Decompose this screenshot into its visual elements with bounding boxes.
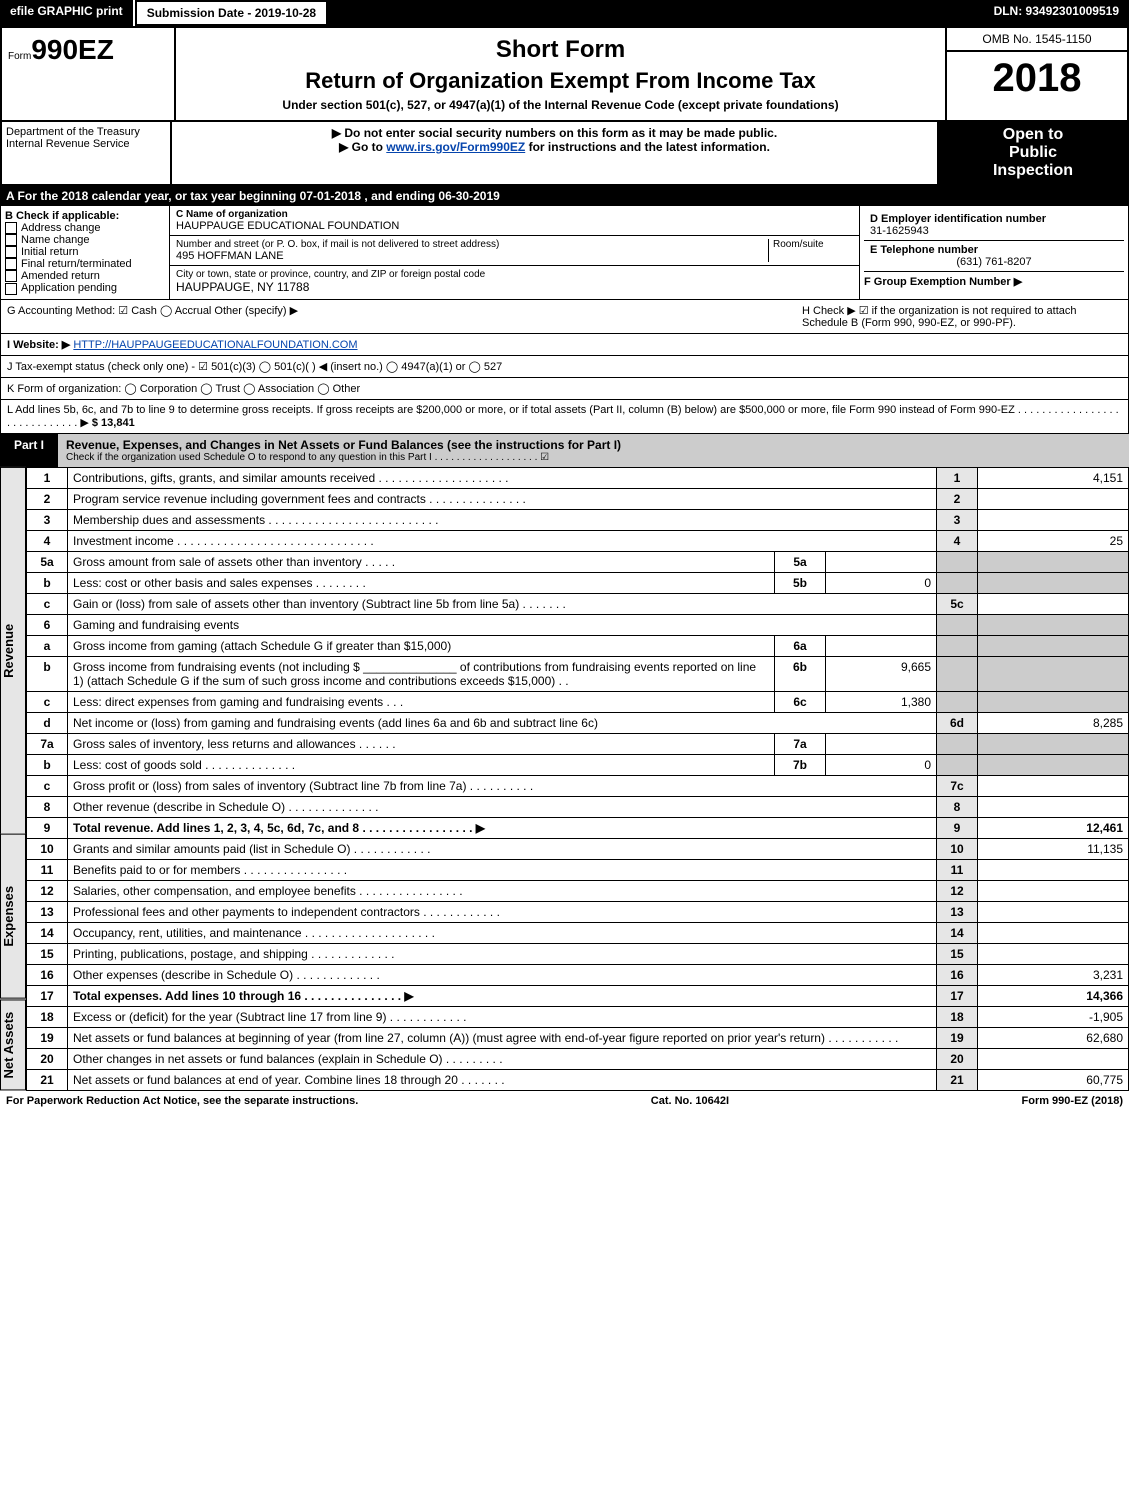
part-i-sub: Check if the organization used Schedule … bbox=[66, 452, 1121, 463]
tax-exempt-status: J Tax-exempt status (check only one) - ☑… bbox=[0, 356, 1129, 378]
part-i-title: Revenue, Expenses, and Changes in Net As… bbox=[66, 438, 1121, 452]
form-line: bLess: cost of goods sold . . . . . . . … bbox=[27, 754, 1129, 775]
omb-number: OMB No. 1545-1150 bbox=[947, 28, 1127, 52]
address-label: Number and street (or P. O. box, if mail… bbox=[176, 239, 768, 250]
form-line: 15Printing, publications, postage, and s… bbox=[27, 943, 1129, 964]
submission-date: Submission Date - 2019-10-28 bbox=[135, 0, 328, 26]
expenses-section-label: Expenses bbox=[0, 834, 26, 999]
form-line: bLess: cost or other basis and sales exp… bbox=[27, 572, 1129, 593]
box-d-label: D Employer identification number bbox=[870, 213, 1118, 225]
form-line: 9Total revenue. Add lines 1, 2, 3, 4, 5c… bbox=[27, 817, 1129, 838]
footer-center: Cat. No. 10642I bbox=[651, 1095, 729, 1107]
form-line: cLess: direct expenses from gaming and f… bbox=[27, 691, 1129, 712]
form-line: 8Other revenue (describe in Schedule O) … bbox=[27, 796, 1129, 817]
ssn-warning: ▶ Do not enter social security numbers o… bbox=[176, 126, 933, 140]
irs-link[interactable]: www.irs.gov/Form990EZ bbox=[386, 140, 525, 154]
form-line: 20Other changes in net assets or fund ba… bbox=[27, 1048, 1129, 1069]
department-row: Department of the Treasury Internal Reve… bbox=[0, 122, 1129, 186]
netassets-section-label: Net Assets bbox=[0, 999, 26, 1090]
website-link[interactable]: HTTP://HAUPPAUGEEDUCATIONALFOUNDATION.CO… bbox=[73, 339, 357, 351]
form-line: 19Net assets or fund balances at beginni… bbox=[27, 1027, 1129, 1048]
checkbox-item: Final return/terminated bbox=[5, 258, 165, 270]
form-line: 6Gaming and fundraising events bbox=[27, 614, 1129, 635]
form-line: 5aGross amount from sale of assets other… bbox=[27, 551, 1129, 572]
instructions-link-line: ▶ Go to www.irs.gov/Form990EZ for instru… bbox=[176, 140, 933, 154]
checkbox-item: Address change bbox=[5, 222, 165, 234]
form-line: 2Program service revenue including gover… bbox=[27, 488, 1129, 509]
checkbox-item: Application pending bbox=[5, 282, 165, 294]
room-suite: Room/suite bbox=[768, 239, 853, 262]
checkbox-item: Amended return bbox=[5, 270, 165, 282]
form-line: 4Investment income . . . . . . . . . . .… bbox=[27, 530, 1129, 551]
form-prefix: Form bbox=[8, 51, 31, 62]
form-line: 14Occupancy, rent, utilities, and mainte… bbox=[27, 922, 1129, 943]
form-line: cGross profit or (loss) from sales of in… bbox=[27, 775, 1129, 796]
dln: DLN: 93492301009519 bbox=[984, 0, 1129, 26]
form-line: 7aGross sales of inventory, less returns… bbox=[27, 733, 1129, 754]
ein: 31-1625943 bbox=[870, 225, 1118, 237]
main-title: Return of Organization Exempt From Incom… bbox=[184, 68, 937, 94]
form-number: 990EZ bbox=[31, 34, 114, 65]
form-line: bGross income from fundraising events (n… bbox=[27, 656, 1129, 691]
box-c-label: C Name of organization bbox=[176, 209, 853, 220]
part-i-tab: Part I bbox=[0, 434, 58, 467]
lines-table: 1Contributions, gifts, grants, and simil… bbox=[26, 467, 1129, 1091]
form-line: aGross income from gaming (attach Schedu… bbox=[27, 635, 1129, 656]
topbar: efile GRAPHIC print Submission Date - 20… bbox=[0, 0, 1129, 26]
form-header: Form990EZ Short Form Return of Organizat… bbox=[0, 26, 1129, 122]
row-l: L Add lines 5b, 6c, and 7b to line 9 to … bbox=[0, 400, 1129, 434]
website-row: I Website: ▶ HTTP://HAUPPAUGEEDUCATIONAL… bbox=[0, 334, 1129, 356]
efile-label: efile GRAPHIC print bbox=[0, 0, 135, 26]
form-line: cGain or (loss) from sale of assets othe… bbox=[27, 593, 1129, 614]
checkbox-item: Name change bbox=[5, 234, 165, 246]
form-of-organization: K Form of organization: ◯ Corporation ◯ … bbox=[0, 378, 1129, 400]
form-line: 16Other expenses (describe in Schedule O… bbox=[27, 964, 1129, 985]
form-line: 21Net assets or fund balances at end of … bbox=[27, 1069, 1129, 1090]
page-footer: For Paperwork Reduction Act Notice, see … bbox=[0, 1091, 1129, 1111]
form-line: 18Excess or (deficit) for the year (Subt… bbox=[27, 1006, 1129, 1027]
street-address: 495 HOFFMAN LANE bbox=[176, 250, 768, 262]
checkbox-item: Initial return bbox=[5, 246, 165, 258]
telephone: (631) 761-8207 bbox=[870, 256, 1118, 268]
dept-treasury: Department of the Treasury bbox=[6, 126, 166, 138]
form-line: 1Contributions, gifts, grants, and simil… bbox=[27, 467, 1129, 488]
check-h: H Check ▶ ☑ if the organization is not r… bbox=[802, 304, 1122, 329]
city-label: City or town, state or province, country… bbox=[176, 269, 853, 280]
header-subtext: Under section 501(c), 527, or 4947(a)(1)… bbox=[184, 98, 937, 112]
footer-left: For Paperwork Reduction Act Notice, see … bbox=[6, 1095, 358, 1107]
form-line: 11Benefits paid to or for members . . . … bbox=[27, 859, 1129, 880]
row-a: A For the 2018 calendar year, or tax yea… bbox=[0, 186, 1129, 206]
org-info-block: B Check if applicable: Address changeNam… bbox=[0, 206, 1129, 300]
form-line: 10Grants and similar amounts paid (list … bbox=[27, 838, 1129, 859]
city-state-zip: HAUPPAUGE, NY 11788 bbox=[176, 280, 853, 294]
short-form-title: Short Form bbox=[184, 36, 937, 64]
footer-right: Form 990-EZ (2018) bbox=[1022, 1095, 1123, 1107]
irs-label: Internal Revenue Service bbox=[6, 138, 166, 150]
open-to: Open to bbox=[943, 126, 1123, 144]
form-line: 17Total expenses. Add lines 10 through 1… bbox=[27, 985, 1129, 1006]
part-i-header: Part I Revenue, Expenses, and Changes in… bbox=[0, 434, 1129, 467]
form-line: 12Salaries, other compensation, and empl… bbox=[27, 880, 1129, 901]
public: Public bbox=[943, 144, 1123, 162]
revenue-section-label: Revenue bbox=[0, 467, 26, 835]
form-line: dNet income or (loss) from gaming and fu… bbox=[27, 712, 1129, 733]
form-line: 13Professional fees and other payments t… bbox=[27, 901, 1129, 922]
box-f-label: F Group Exemption Number ▶ bbox=[864, 276, 1022, 288]
inspection: Inspection bbox=[943, 162, 1123, 180]
tax-year: 2018 bbox=[947, 52, 1127, 105]
box-b-title: B Check if applicable: bbox=[5, 210, 165, 222]
accounting-method: G Accounting Method: ☑ Cash ◯ Accrual Ot… bbox=[7, 304, 298, 329]
form-line: 3Membership dues and assessments . . . .… bbox=[27, 509, 1129, 530]
org-name: HAUPPAUGE EDUCATIONAL FOUNDATION bbox=[176, 220, 853, 232]
box-e-label: E Telephone number bbox=[870, 244, 1118, 256]
